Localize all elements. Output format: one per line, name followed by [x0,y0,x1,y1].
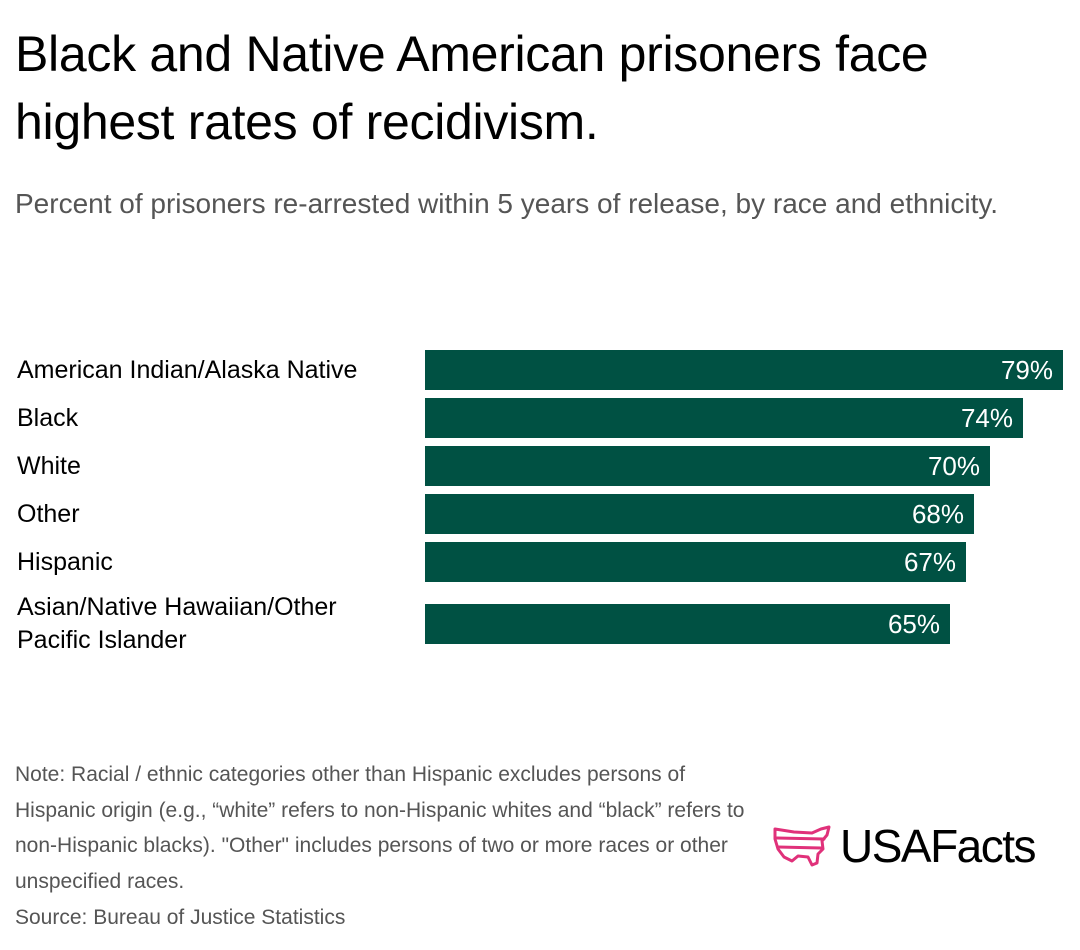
bar-row: American Indian/Alaska Native 79% [0,350,1080,390]
chart-title: Black and Native American prisoners face… [15,26,929,150]
category-label: Other [17,498,417,531]
bar: 67% [425,542,966,582]
usafacts-logo[interactable]: USAFacts [772,818,1037,874]
bar: 79% [425,350,1063,390]
category-label-line: Hispanic [17,547,113,576]
chart-source: Source: Bureau of Justice Statistics [15,906,346,929]
bar-row: White 70% [0,446,1080,486]
bar: 74% [425,398,1023,438]
bar-row: Other 68% [0,494,1080,534]
bar-value-label: 67% [903,547,956,577]
bar: 70% [425,446,990,486]
category-label: Asian/Native Hawaiian/Other Pacific Islan… [17,591,417,657]
bar-row: Asian/Native Hawaiian/Other Pacific Islan… [0,593,1080,654]
chart-subtitle: Percent of prisoners re-arrested within … [15,188,999,219]
category-label-line: Asian/Native Hawaiian/Other [17,593,337,621]
bar-value-label: 68% [911,499,964,529]
bar-chart: American Indian/Alaska Native 79% Black 74%… [0,340,1080,670]
bar: 65% [425,604,950,644]
bar-row: Black 74% [0,398,1080,438]
category-label-line: White [17,451,81,480]
category-label: Hispanic [17,546,417,579]
category-label-line: Other [17,499,80,528]
category-label-line: Black [17,403,79,432]
us-map-icon [773,825,831,867]
category-label-line: American Indian/Alaska Native [17,355,358,384]
bar-value-label: 65% [887,609,940,639]
bar-row: Hispanic 67% [0,542,1080,582]
category-label: White [17,450,417,483]
logo-text: USAFacts [840,820,1037,872]
category-label: American Indian/Alaska Native [17,354,417,387]
chart-note: Note: Racial / ethnic categories other t… [15,763,745,893]
bar-value-label: 70% [927,451,980,481]
bar-value-label: 79% [1000,355,1053,385]
category-label-line: Pacific Islander [17,626,187,654]
bar: 68% [425,494,974,534]
bar-value-label: 74% [960,403,1013,433]
category-label: Black [17,402,417,435]
